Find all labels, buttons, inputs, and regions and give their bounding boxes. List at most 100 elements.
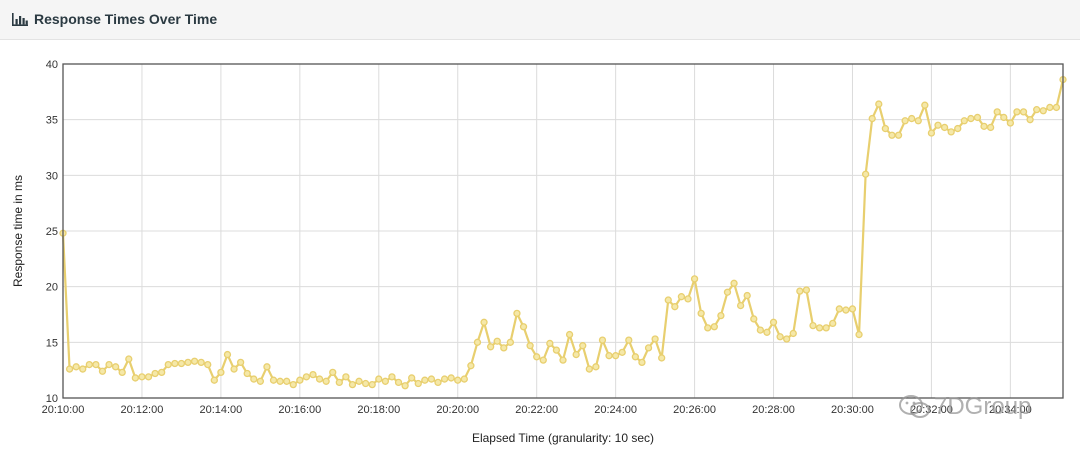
data-point[interactable] <box>664 296 672 304</box>
data-point[interactable] <box>329 368 337 377</box>
data-point[interactable] <box>750 315 758 323</box>
data-point[interactable] <box>158 368 166 377</box>
data-point[interactable] <box>368 380 376 389</box>
data-point[interactable] <box>789 329 797 338</box>
data-point[interactable] <box>506 338 515 346</box>
data-point[interactable] <box>723 288 732 296</box>
data-point[interactable] <box>894 131 903 139</box>
data-point[interactable] <box>743 291 751 300</box>
data-point[interactable] <box>138 373 146 381</box>
data-point[interactable] <box>611 352 620 360</box>
data-point[interactable] <box>855 330 863 339</box>
data-point[interactable] <box>289 380 297 389</box>
data-point[interactable] <box>204 360 212 369</box>
data-point[interactable] <box>513 309 521 318</box>
data-point[interactable] <box>105 360 113 369</box>
data-point[interactable] <box>598 336 607 344</box>
data-point[interactable] <box>986 123 995 132</box>
data-point[interactable] <box>197 358 205 367</box>
data-point[interactable] <box>1000 113 1008 122</box>
data-point[interactable] <box>263 363 271 371</box>
data-point[interactable] <box>552 346 561 354</box>
data-point[interactable] <box>85 360 93 369</box>
data-point[interactable] <box>480 318 488 326</box>
data-point[interactable] <box>631 353 640 361</box>
data-point[interactable] <box>717 311 725 320</box>
data-point[interactable] <box>315 375 324 383</box>
data-point[interactable] <box>921 101 929 109</box>
data-point[interactable] <box>486 343 495 351</box>
data-point[interactable] <box>230 365 238 373</box>
data-point[interactable] <box>283 377 291 385</box>
data-point[interactable] <box>809 321 817 330</box>
data-point[interactable] <box>348 380 357 389</box>
data-point[interactable] <box>526 342 534 350</box>
data-point[interactable] <box>690 275 699 283</box>
data-point[interactable] <box>993 108 1001 116</box>
data-point[interactable] <box>210 376 218 384</box>
data-point[interactable] <box>236 358 245 367</box>
data-point[interactable] <box>730 279 738 287</box>
data-point[interactable] <box>888 131 896 139</box>
data-point[interactable] <box>1019 108 1028 116</box>
data-point[interactable] <box>973 113 982 122</box>
data-point[interactable] <box>579 342 587 350</box>
data-point[interactable] <box>401 382 409 390</box>
data-point[interactable] <box>250 375 258 383</box>
data-point[interactable] <box>585 365 593 373</box>
data-point[interactable] <box>704 324 712 332</box>
data-point[interactable] <box>848 305 857 313</box>
data-point[interactable] <box>427 375 436 383</box>
data-point[interactable] <box>960 117 968 125</box>
data-point[interactable] <box>967 114 975 123</box>
data-point[interactable] <box>1052 103 1061 112</box>
data-point[interactable] <box>131 374 140 382</box>
data-point[interactable] <box>546 339 554 348</box>
data-point[interactable] <box>434 378 442 387</box>
data-point[interactable] <box>796 287 804 295</box>
data-point[interactable] <box>1013 108 1021 116</box>
data-point[interactable] <box>414 379 422 388</box>
data-point[interactable] <box>335 378 343 387</box>
data-point[interactable] <box>388 373 396 381</box>
data-point[interactable] <box>592 363 600 371</box>
data-point[interactable] <box>447 374 455 382</box>
data-point[interactable] <box>296 376 304 384</box>
data-point[interactable] <box>736 301 745 310</box>
data-point[interactable] <box>901 117 909 125</box>
data-point[interactable] <box>947 128 955 136</box>
data-point[interactable] <box>1039 107 1047 115</box>
data-point[interactable] <box>493 337 501 345</box>
data-point[interactable] <box>651 335 659 343</box>
data-point[interactable] <box>184 358 192 367</box>
data-point[interactable] <box>671 303 679 311</box>
data-point[interactable] <box>763 328 771 336</box>
data-point[interactable] <box>842 306 850 314</box>
data-point[interactable] <box>829 319 837 328</box>
data-point[interactable] <box>223 350 232 359</box>
data-point[interactable] <box>92 360 100 369</box>
data-point[interactable] <box>1006 119 1015 127</box>
data-point[interactable] <box>65 365 74 373</box>
data-point[interactable] <box>381 377 390 385</box>
data-point[interactable] <box>644 344 653 352</box>
data-point[interactable] <box>881 124 890 133</box>
data-point[interactable] <box>454 376 462 384</box>
data-point[interactable] <box>822 324 830 332</box>
data-point[interactable] <box>190 357 199 365</box>
data-point[interactable] <box>658 354 666 362</box>
data-point[interactable] <box>72 363 80 371</box>
data-point[interactable] <box>776 333 784 341</box>
data-point[interactable] <box>467 362 475 370</box>
data-point[interactable] <box>408 374 416 382</box>
data-point[interactable] <box>914 117 922 125</box>
data-point[interactable] <box>361 379 370 388</box>
data-point[interactable] <box>802 286 811 294</box>
data-point[interactable] <box>473 338 482 346</box>
data-point[interactable] <box>309 370 317 379</box>
data-point[interactable] <box>519 323 528 331</box>
data-point[interactable] <box>276 377 284 385</box>
data-point[interactable] <box>533 353 541 361</box>
data-point[interactable] <box>710 323 718 331</box>
data-point[interactable] <box>125 355 133 363</box>
